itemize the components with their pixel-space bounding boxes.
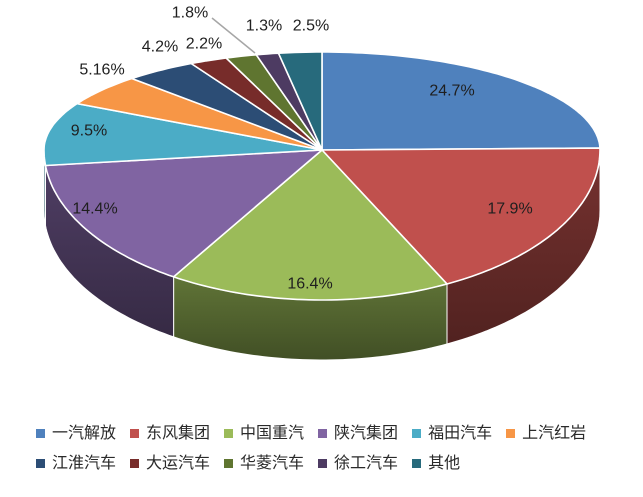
legend-swatch-icon	[318, 459, 328, 469]
legend-item-华菱汽车: 华菱汽车	[224, 454, 304, 473]
legend-item-东风集团: 东风集团	[130, 424, 210, 443]
pie-slice-江淮汽车	[131, 62, 323, 151]
legend-label: 福田汽车	[428, 425, 493, 442]
pie-top-slices	[43, 51, 601, 301]
legend-label: 上汽红岩	[522, 425, 587, 442]
legend-swatch-icon	[412, 459, 422, 469]
percent-label-华菱汽车: 1.8%	[172, 5, 208, 22]
percent-label-大运汽车: 2.2%	[186, 36, 222, 53]
percent-label-江淮汽车: 4.2%	[142, 39, 178, 56]
percent-label-徐工汽车: 1.3%	[246, 18, 282, 35]
legend-swatch-icon	[318, 429, 328, 439]
legend-label: 江淮汽车	[52, 455, 117, 473]
legend-swatch-icon	[506, 429, 516, 439]
percent-label-一汽解放: 24.7%	[429, 83, 474, 100]
pie-slice-中国重汽	[172, 149, 448, 301]
legend-swatch-icon	[224, 459, 234, 469]
legend-row-1: 一汽解放 东风集团 中国重汽 陕汽集团 福田汽车 上汽红岩	[36, 424, 636, 443]
legend-item-其他: 其他	[412, 454, 460, 473]
legend-swatch-icon	[224, 429, 234, 439]
percent-label-东风集团: 17.9%	[487, 201, 532, 218]
leader-line-华菱汽车	[211, 17, 256, 54]
legend-row-2: 江淮汽车 大运汽车 华菱汽车 徐工汽车 其他	[36, 454, 636, 473]
legend-swatch-icon	[130, 429, 140, 439]
legend-label: 一汽解放	[52, 425, 117, 442]
legend-item-福田汽车: 福田汽车	[412, 424, 492, 443]
legend: 一汽解放 东风集团 中国重汽 陕汽集团 福田汽车 上汽红岩江淮汽车 大运汽车 华菱汽车 徐工汽车…	[36, 424, 636, 473]
legend-label: 华菱汽车	[240, 455, 305, 473]
percent-label-上汽红岩: 5.16%	[79, 62, 124, 79]
pie-data-labels: 24.7% 17.9% 16.4% 14.4% 9.5% 5.16% 4.2% 2.2% 1.8…	[71, 5, 533, 293]
pie-slice-福田汽车	[43, 102, 323, 167]
legend-item-一汽解放: 一汽解放	[36, 424, 116, 443]
legend-item-江淮汽车: 江淮汽车	[36, 454, 116, 473]
percent-label-陕汽集团: 14.4%	[72, 201, 117, 218]
legend-item-大运汽车: 大运汽车	[130, 454, 210, 473]
legend-label: 陕汽集团	[334, 425, 399, 442]
legend-item-上汽红岩: 上汽红岩	[506, 424, 586, 443]
pie-slice-陕汽集团	[44, 149, 323, 278]
legend-label: 其他	[428, 455, 461, 473]
pie-slice-一汽解放	[321, 51, 601, 151]
legend-label: 大运汽车	[146, 455, 211, 473]
pie-slice-华菱汽车	[225, 54, 323, 151]
legend-swatch-icon	[36, 459, 45, 469]
pie-slice-东风集团	[321, 147, 601, 285]
legend-label: 中国重汽	[240, 425, 305, 442]
legend-swatch-icon	[130, 459, 140, 469]
legend-item-徐工汽车: 徐工汽车	[318, 454, 398, 473]
percent-label-中国重汽: 16.4%	[287, 276, 332, 293]
pie-slice-上汽红岩	[76, 77, 323, 151]
legend-swatch-icon	[36, 429, 45, 439]
percent-label-福田汽车: 9.5%	[71, 123, 107, 140]
legend-label: 徐工汽车	[334, 455, 399, 473]
legend-label: 东风集团	[146, 425, 211, 442]
percent-label-其他: 2.5%	[293, 18, 329, 35]
legend-swatch-icon	[412, 429, 422, 439]
pie-slice-其他	[277, 51, 323, 151]
pie-chart: 24.7% 17.9% 16.4% 14.4% 9.5% 5.16% 4.2% 2.2% 1.8…	[43, 5, 601, 361]
legend-item-陕汽集团: 陕汽集团	[318, 424, 398, 443]
pie-slice-大运汽车	[190, 57, 323, 151]
legend-item-中国重汽: 中国重汽	[224, 424, 304, 443]
